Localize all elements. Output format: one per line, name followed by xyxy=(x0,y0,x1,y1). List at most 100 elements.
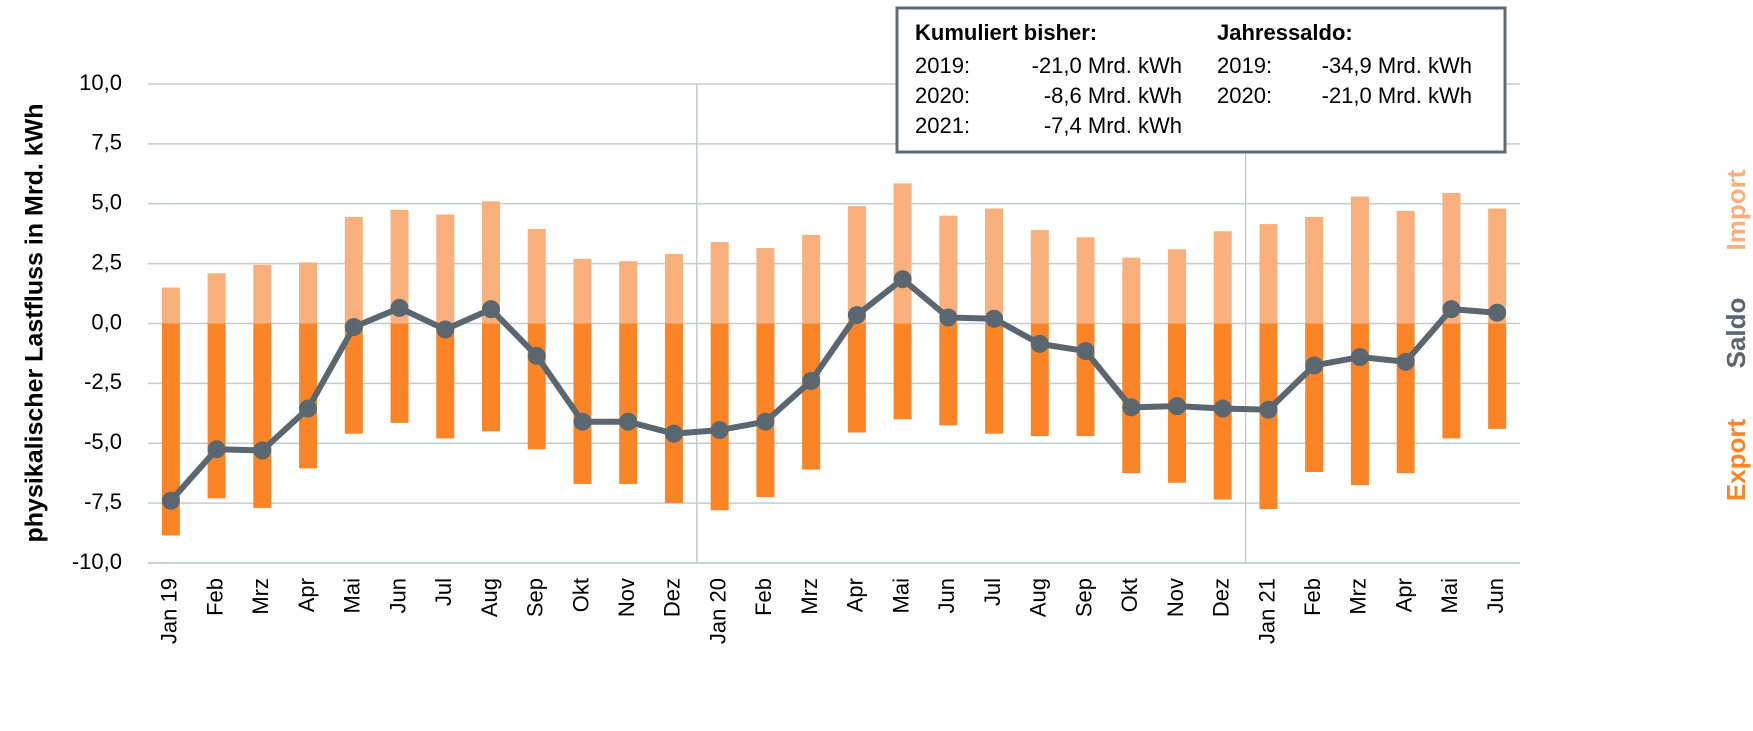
bar xyxy=(573,258,592,324)
bar xyxy=(482,201,500,324)
point xyxy=(664,424,683,443)
bar xyxy=(664,254,683,324)
x-tick-label: Aug xyxy=(1026,578,1051,617)
y-tick-label: 2,5 xyxy=(91,249,122,274)
bar xyxy=(893,323,912,420)
x-tick-label: Apr xyxy=(294,578,319,612)
x-tick-label: Feb xyxy=(202,578,227,616)
x-tick-label: Aug xyxy=(477,578,502,617)
legend-label: Export xyxy=(1721,418,1751,501)
bar xyxy=(207,323,226,499)
bar xyxy=(1350,323,1369,486)
bar xyxy=(527,228,546,324)
bar xyxy=(1488,323,1507,429)
x-tick-label: Dez xyxy=(660,578,685,617)
info-year: 2019: xyxy=(915,53,970,78)
x-tick-label: Nov xyxy=(614,578,639,617)
x-tick-label: Jun xyxy=(934,578,959,613)
info-value: -21,0 Mrd. kWh xyxy=(1032,53,1182,78)
bar xyxy=(985,208,1004,324)
bar xyxy=(1305,216,1324,324)
bar xyxy=(619,323,638,484)
info-value: -34,9 Mrd. kWh xyxy=(1322,53,1472,78)
point xyxy=(1030,334,1049,353)
y-tick-label: -7,5 xyxy=(84,489,122,514)
bar xyxy=(207,273,226,324)
point xyxy=(161,491,180,510)
bar xyxy=(390,209,409,324)
point xyxy=(847,306,866,325)
x-tick-label: Okt xyxy=(1117,578,1142,612)
bar xyxy=(802,234,821,324)
info-year: 2021: xyxy=(915,113,970,138)
info-year: 2020: xyxy=(915,83,970,108)
point xyxy=(482,300,500,319)
x-tick-label: Okt xyxy=(568,578,593,612)
x-tick-label: Mrz xyxy=(248,578,273,615)
bar xyxy=(1168,249,1186,324)
bar xyxy=(1076,323,1095,437)
bar xyxy=(619,261,638,324)
bar xyxy=(344,216,363,324)
bar xyxy=(939,323,958,426)
bar xyxy=(1350,196,1369,324)
point xyxy=(710,421,729,440)
bar xyxy=(436,323,455,439)
x-tick-label: Jan 21 xyxy=(1254,578,1279,644)
bar xyxy=(482,323,500,432)
bar xyxy=(161,287,180,324)
x-tick-label: Nov xyxy=(1163,578,1188,617)
bar xyxy=(1396,210,1415,324)
bar xyxy=(664,323,683,504)
x-tick-label: Mai xyxy=(1437,578,1462,613)
point xyxy=(253,441,272,460)
bar xyxy=(344,323,363,434)
bar xyxy=(1442,192,1461,324)
point xyxy=(436,320,455,339)
point xyxy=(756,412,775,431)
point xyxy=(207,440,226,459)
bar xyxy=(802,323,821,470)
point xyxy=(985,309,1004,328)
point xyxy=(619,412,638,431)
x-tick-label: Mai xyxy=(888,578,913,613)
bar xyxy=(1488,208,1507,324)
x-tick-label: Dez xyxy=(1209,578,1234,617)
bar xyxy=(253,323,272,508)
bar xyxy=(1305,323,1324,472)
bar xyxy=(1442,323,1461,439)
bar xyxy=(253,264,272,324)
point xyxy=(390,298,409,317)
point xyxy=(299,399,318,418)
point xyxy=(802,371,821,390)
info-value: -7,4 Mrd. kWh xyxy=(1044,113,1182,138)
bar xyxy=(756,248,775,324)
point xyxy=(1213,399,1232,418)
point xyxy=(1305,356,1324,375)
bar xyxy=(756,323,775,498)
point xyxy=(1168,397,1186,416)
point xyxy=(893,270,912,289)
bar xyxy=(710,323,729,511)
y-tick-label: 10,0 xyxy=(79,70,122,95)
bar xyxy=(527,323,546,450)
line xyxy=(168,276,1498,503)
x-tick-label: Jul xyxy=(431,578,456,606)
y-tick-label: -10,0 xyxy=(72,549,122,574)
info-heading: Kumuliert bisher: xyxy=(915,20,1097,45)
info-value: -8,6 Mrd. kWh xyxy=(1044,83,1182,108)
bar xyxy=(436,214,455,324)
y-tick-label: -5,0 xyxy=(84,429,122,454)
x-tick-label: Mrz xyxy=(797,578,822,615)
bar xyxy=(1122,257,1141,324)
bar xyxy=(1213,231,1232,324)
info-heading: Jahressaldo: xyxy=(1217,20,1353,45)
x-tick-label: Feb xyxy=(751,578,776,616)
point xyxy=(1122,398,1141,417)
legend-label: Import xyxy=(1721,169,1751,250)
info-value: -21,0 Mrd. kWh xyxy=(1322,83,1472,108)
point xyxy=(1350,348,1369,367)
bar xyxy=(847,323,866,433)
bar xyxy=(161,323,180,536)
